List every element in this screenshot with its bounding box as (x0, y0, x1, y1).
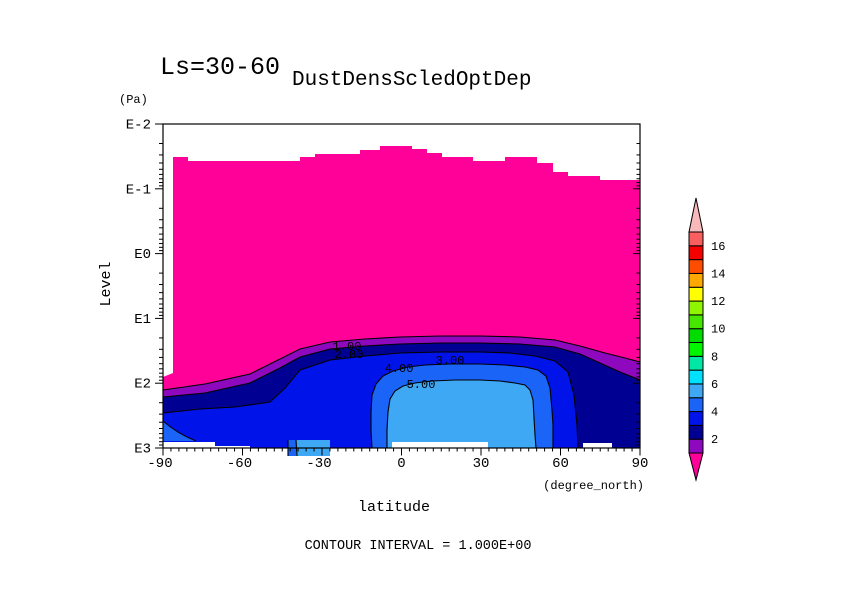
colorbar-above-arrow (688, 197, 704, 233)
contour-value-label: 3.00 (436, 354, 465, 368)
colorbar-cell (688, 245, 704, 261)
region-4-5-left-pocket (163, 421, 196, 441)
colorbar (688, 197, 704, 482)
contour-line-3 (162, 351, 579, 449)
colorbar-tick-label: 14 (711, 267, 725, 281)
y-axis-tick-labels: E-2 E-1 E0 E1 E2 E3 (126, 118, 151, 458)
title-ls: Ls=30-60 (160, 53, 280, 82)
region-5-6 (387, 380, 536, 448)
y-axis-unit: (Pa) (119, 93, 148, 107)
colorbar-tick-label: 2 (711, 433, 718, 447)
contour-lines (162, 335, 641, 449)
contour-labels: 1.002.00 3.00 4.00 5.00 (333, 340, 465, 392)
contour-value-label: 4.00 (385, 362, 414, 376)
colorbar-cell (688, 272, 704, 288)
colorbar-cell (688, 424, 704, 440)
colorbar-tick-label: 16 (711, 240, 725, 254)
colorbar-cell (688, 231, 704, 247)
colorbar-cell (688, 259, 704, 274)
colorbar-below-arrow (688, 452, 704, 482)
x-tick-label: 0 (397, 456, 405, 472)
contour-line-5 (386, 379, 537, 449)
colorbar-cell (688, 314, 704, 330)
contour-line-4 (370, 363, 554, 449)
caption-contour-interval: CONTOUR INTERVAL = 1.000E+00 (305, 539, 532, 554)
colorbar-tick-labels: 2 4 6 8 10 12 14 16 (711, 240, 725, 447)
colorbar-cell (688, 397, 704, 413)
contour-value-label: 1.00 (333, 340, 362, 354)
region-3-4 (163, 352, 578, 448)
y-tick-label: E0 (134, 247, 151, 263)
title-variable: DustDensScledOptDep (292, 69, 531, 92)
x-tick-label: -90 (147, 456, 172, 472)
x-tick-label: 90 (632, 456, 649, 472)
colorbar-tick-label: 8 (711, 350, 718, 364)
colorbar-cell (688, 411, 704, 426)
colorbar-tick-label: 10 (711, 323, 725, 337)
x-tick-label: 30 (473, 456, 490, 472)
contour-line-4-left-pocket (162, 420, 197, 442)
colorbar-cell (688, 300, 704, 316)
x-tick-label: -60 (227, 456, 252, 472)
contour-line-2 (162, 342, 641, 398)
no-data-patch-southwest (163, 442, 250, 448)
colorbar-tick-label: 4 (711, 406, 718, 420)
plot-frame (162, 123, 641, 449)
colorbar-cell (688, 328, 704, 343)
colorbar-cell (688, 355, 704, 371)
colorbar-cell (688, 342, 704, 357)
x-tick-label: 60 (552, 456, 569, 472)
x-axis-tick-labels: -90 -60 -30 0 30 60 90 (147, 456, 648, 472)
contour-value-label: 2.00 (335, 348, 364, 362)
region-4-5 (371, 364, 553, 448)
y-tick-label: E3 (134, 442, 151, 458)
no-data-patches (163, 442, 612, 448)
y-tick-label: E1 (134, 312, 151, 328)
contour-line-1 (162, 335, 641, 391)
x-tick-label: -30 (306, 456, 331, 472)
no-data-patch-east (583, 443, 612, 448)
no-data-patch-center (392, 442, 488, 448)
x-axis-unit: (degree_north) (543, 479, 644, 493)
contour-value-label: 5.00 (407, 378, 436, 392)
region-1-2 (163, 336, 640, 397)
colorbar-cell (688, 369, 704, 385)
region-2-3 (163, 343, 640, 448)
y-tick-label: E2 (134, 377, 151, 393)
colorbar-cell (688, 438, 704, 454)
y-tick-label: E-1 (126, 182, 151, 198)
y-axis-title: Level (98, 261, 115, 306)
contour-fill-regions (163, 146, 640, 448)
colorbar-cell (688, 286, 704, 302)
y-tick-label: E-2 (126, 118, 151, 134)
colorbar-cell (688, 383, 704, 399)
colorbar-tick-label: 12 (711, 295, 725, 309)
x-axis-title: latitude (358, 499, 430, 516)
region-below-1 (163, 146, 640, 390)
colorbar-tick-label: 6 (711, 378, 718, 392)
